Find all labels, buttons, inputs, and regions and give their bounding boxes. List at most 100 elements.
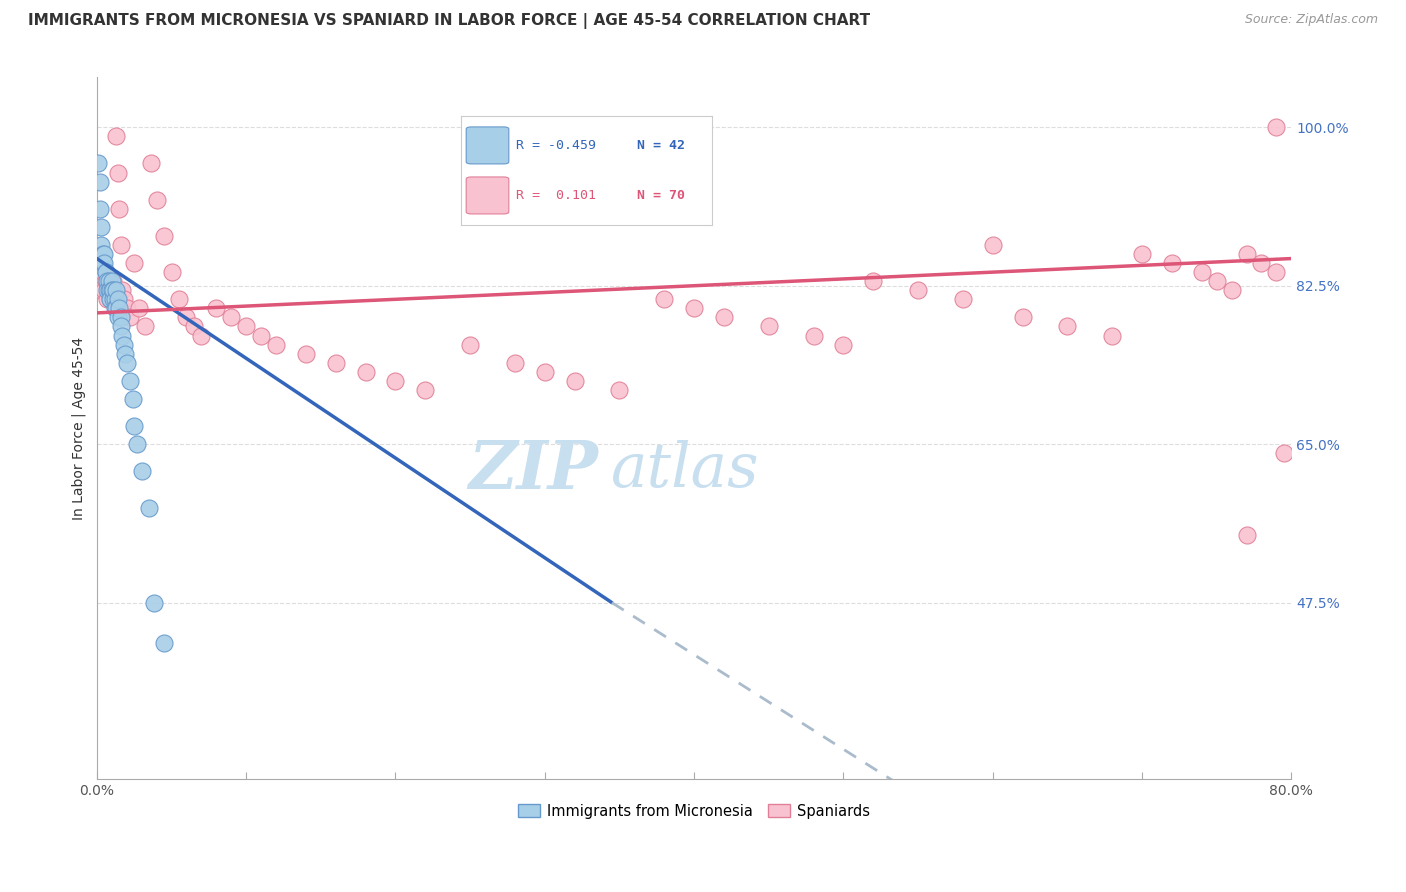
Point xyxy=(1250,256,1272,270)
Point xyxy=(1205,274,1227,288)
Point xyxy=(105,301,128,316)
Point xyxy=(94,265,117,279)
Point xyxy=(122,256,145,270)
Point xyxy=(803,328,825,343)
Point xyxy=(205,301,228,316)
Point xyxy=(89,202,111,216)
Point xyxy=(101,283,124,297)
Point xyxy=(153,228,176,243)
Legend: Immigrants from Micronesia, Spaniards: Immigrants from Micronesia, Spaniards xyxy=(512,798,876,824)
Point xyxy=(110,310,132,325)
Point xyxy=(1011,310,1033,325)
Point xyxy=(1056,319,1078,334)
Point xyxy=(108,301,131,316)
Point xyxy=(250,328,273,343)
Point xyxy=(176,310,198,325)
Point xyxy=(160,265,183,279)
Point xyxy=(101,274,124,288)
Point xyxy=(90,238,112,252)
Point xyxy=(564,374,586,388)
Point xyxy=(862,274,884,288)
Point xyxy=(103,283,125,297)
Point xyxy=(104,293,127,307)
Point xyxy=(89,175,111,189)
Point xyxy=(94,274,117,288)
Point xyxy=(153,636,176,650)
Point xyxy=(145,193,167,207)
Point xyxy=(91,256,114,270)
Point xyxy=(97,274,120,288)
Point xyxy=(97,283,120,297)
Point xyxy=(90,283,112,297)
Point xyxy=(1191,265,1213,279)
Text: atlas: atlas xyxy=(610,441,759,500)
Point xyxy=(219,310,242,325)
Point xyxy=(652,293,675,307)
Point xyxy=(758,319,780,334)
Point xyxy=(354,365,377,379)
Point xyxy=(713,310,735,325)
Point xyxy=(104,301,127,316)
Point xyxy=(105,129,128,144)
Point xyxy=(1265,120,1288,135)
Point xyxy=(264,337,287,351)
Point xyxy=(118,310,141,325)
Point xyxy=(108,202,131,216)
Point xyxy=(87,156,110,170)
Point xyxy=(105,283,128,297)
Point xyxy=(134,319,156,334)
Point xyxy=(1220,283,1243,297)
Point xyxy=(128,301,150,316)
Point xyxy=(1130,247,1153,261)
Point xyxy=(1236,247,1258,261)
Point xyxy=(87,265,110,279)
Point xyxy=(110,238,132,252)
Point xyxy=(94,265,117,279)
Point xyxy=(91,265,114,279)
Point xyxy=(98,293,121,307)
Point xyxy=(832,337,855,351)
Point xyxy=(1272,446,1295,460)
Point xyxy=(103,274,125,288)
Point xyxy=(93,247,115,261)
Y-axis label: In Labor Force | Age 45-54: In Labor Force | Age 45-54 xyxy=(72,337,86,520)
Point xyxy=(127,437,149,451)
Point xyxy=(110,319,132,334)
Point xyxy=(981,238,1004,252)
Point xyxy=(1160,256,1182,270)
Point xyxy=(98,293,121,307)
Point xyxy=(122,419,145,434)
Point xyxy=(107,165,129,179)
Point xyxy=(503,356,526,370)
Point xyxy=(1236,528,1258,542)
Point xyxy=(609,383,631,397)
Text: ZIP: ZIP xyxy=(468,438,599,503)
Point xyxy=(89,274,111,288)
Point xyxy=(101,283,124,297)
Point xyxy=(138,500,160,515)
Point xyxy=(190,328,212,343)
Point xyxy=(96,274,118,288)
Point xyxy=(115,356,138,370)
Point xyxy=(952,293,974,307)
Point xyxy=(1265,265,1288,279)
Text: Source: ZipAtlas.com: Source: ZipAtlas.com xyxy=(1244,13,1378,27)
Point xyxy=(91,247,114,261)
Point xyxy=(112,337,135,351)
Point xyxy=(96,293,118,307)
Point xyxy=(121,392,143,406)
Point xyxy=(235,319,257,334)
Point xyxy=(98,283,121,297)
Point xyxy=(93,283,115,297)
Point xyxy=(104,283,127,297)
Point xyxy=(103,293,125,307)
Point xyxy=(1101,328,1123,343)
Point xyxy=(107,293,129,307)
Point xyxy=(114,346,136,360)
Point xyxy=(458,337,481,351)
Point xyxy=(533,365,555,379)
Point xyxy=(683,301,706,316)
Point xyxy=(107,310,129,325)
Point xyxy=(139,156,162,170)
Point xyxy=(415,383,437,397)
